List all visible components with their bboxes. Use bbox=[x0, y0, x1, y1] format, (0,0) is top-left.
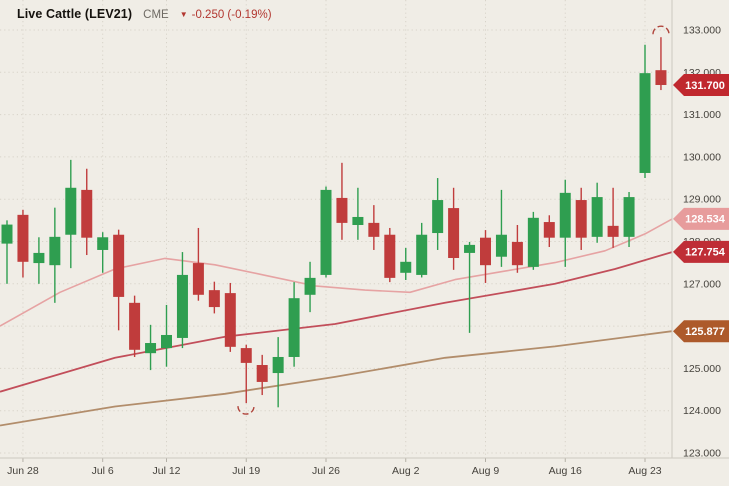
candle-body-down bbox=[511, 241, 523, 266]
price-badge bbox=[673, 320, 729, 343]
price-change: ▼ -0.250 (-0.19%) bbox=[180, 9, 272, 21]
ma-red-line bbox=[0, 251, 673, 393]
price-badge-label: 128.534 bbox=[685, 214, 726, 226]
candle-body-down bbox=[208, 290, 220, 308]
candle-body-up bbox=[320, 189, 332, 275]
candle-body-up bbox=[304, 277, 316, 295]
reversal-arc-over bbox=[652, 25, 670, 35]
ma-pink-line bbox=[0, 218, 673, 327]
price-badge bbox=[673, 207, 729, 230]
x-axis-label: Aug 2 bbox=[392, 465, 420, 477]
candle-body-up bbox=[97, 237, 109, 250]
x-axis-label: Aug 9 bbox=[472, 465, 500, 477]
candle-body-down bbox=[655, 70, 667, 85]
candle-body-down bbox=[17, 214, 29, 262]
candle-body-up bbox=[416, 234, 428, 275]
candle-body-down bbox=[256, 365, 268, 382]
instrument-title: Live Cattle (LEV21) bbox=[17, 7, 133, 21]
candle-body-up bbox=[352, 216, 364, 226]
x-axis-label: Aug 16 bbox=[549, 465, 582, 477]
y-axis-label: 133.000 bbox=[683, 25, 721, 37]
candle-body-down bbox=[607, 225, 619, 237]
x-axis-label: Aug 23 bbox=[628, 465, 661, 477]
x-axis-label: Jul 19 bbox=[232, 465, 260, 477]
candle-body-down bbox=[480, 237, 491, 266]
candle-body-up bbox=[161, 334, 172, 349]
price-badge bbox=[673, 240, 729, 263]
candle-body-down bbox=[368, 222, 380, 237]
candle-body-up bbox=[65, 187, 77, 235]
candle-body-up bbox=[49, 236, 61, 266]
candle-body-down bbox=[113, 234, 125, 297]
candle-body-down bbox=[448, 208, 460, 258]
candle-body-down bbox=[575, 200, 587, 238]
candle-body-up bbox=[33, 252, 45, 264]
candle-body-down bbox=[129, 302, 141, 350]
x-axis-label: Jul 12 bbox=[152, 465, 180, 477]
y-axis-label: 129.000 bbox=[683, 194, 721, 206]
x-axis-label: Jul 26 bbox=[312, 465, 340, 477]
exchange-label: CME bbox=[143, 9, 169, 21]
candle-body-up bbox=[272, 356, 284, 374]
change-value: -0.250 (-0.19%) bbox=[191, 9, 272, 21]
x-axis-label: Jun 28 bbox=[7, 465, 39, 477]
y-axis-label: 123.000 bbox=[683, 448, 721, 460]
x-axis-label: Jul 6 bbox=[92, 465, 114, 477]
candle-body-up bbox=[559, 192, 571, 238]
candle-body-up bbox=[639, 73, 651, 173]
candle-body-up bbox=[495, 234, 507, 257]
candle-body-up bbox=[623, 197, 635, 237]
candle-body-up bbox=[591, 197, 603, 237]
chart-header: Live Cattle (LEV21) CME ▼ -0.250 (-0.19%) bbox=[17, 7, 272, 21]
candle-body-down bbox=[81, 189, 93, 238]
candle-body-up bbox=[432, 200, 444, 234]
candle-body-down bbox=[224, 293, 236, 347]
candle-body-up bbox=[464, 244, 476, 253]
y-axis-label: 125.000 bbox=[683, 363, 721, 375]
y-axis-label: 130.000 bbox=[683, 151, 721, 163]
price-badge bbox=[673, 73, 729, 96]
candle-body-up bbox=[527, 217, 539, 267]
candle-body-up bbox=[400, 261, 412, 273]
reversal-arc-under bbox=[237, 406, 255, 415]
candle-body-down bbox=[384, 234, 396, 278]
candle-body-down bbox=[543, 222, 555, 238]
y-axis-label: 131.000 bbox=[683, 109, 721, 121]
price-badge-label: 125.877 bbox=[685, 326, 725, 338]
candle-body-up bbox=[176, 274, 188, 338]
candle-body-down bbox=[240, 348, 252, 363]
candle-body-up bbox=[288, 298, 300, 357]
y-axis-label: 127.000 bbox=[683, 278, 721, 290]
candle-body-down bbox=[192, 263, 204, 295]
down-triangle-icon: ▼ bbox=[179, 10, 188, 19]
price-badge-label: 131.700 bbox=[685, 80, 725, 92]
price-badge-label: 127.754 bbox=[685, 247, 726, 259]
y-axis-label: 124.000 bbox=[683, 405, 721, 417]
candle-body-up bbox=[145, 343, 157, 354]
candle-body-up bbox=[1, 224, 13, 244]
ma-brown-line bbox=[0, 330, 673, 427]
candle-body-down bbox=[336, 197, 348, 223]
